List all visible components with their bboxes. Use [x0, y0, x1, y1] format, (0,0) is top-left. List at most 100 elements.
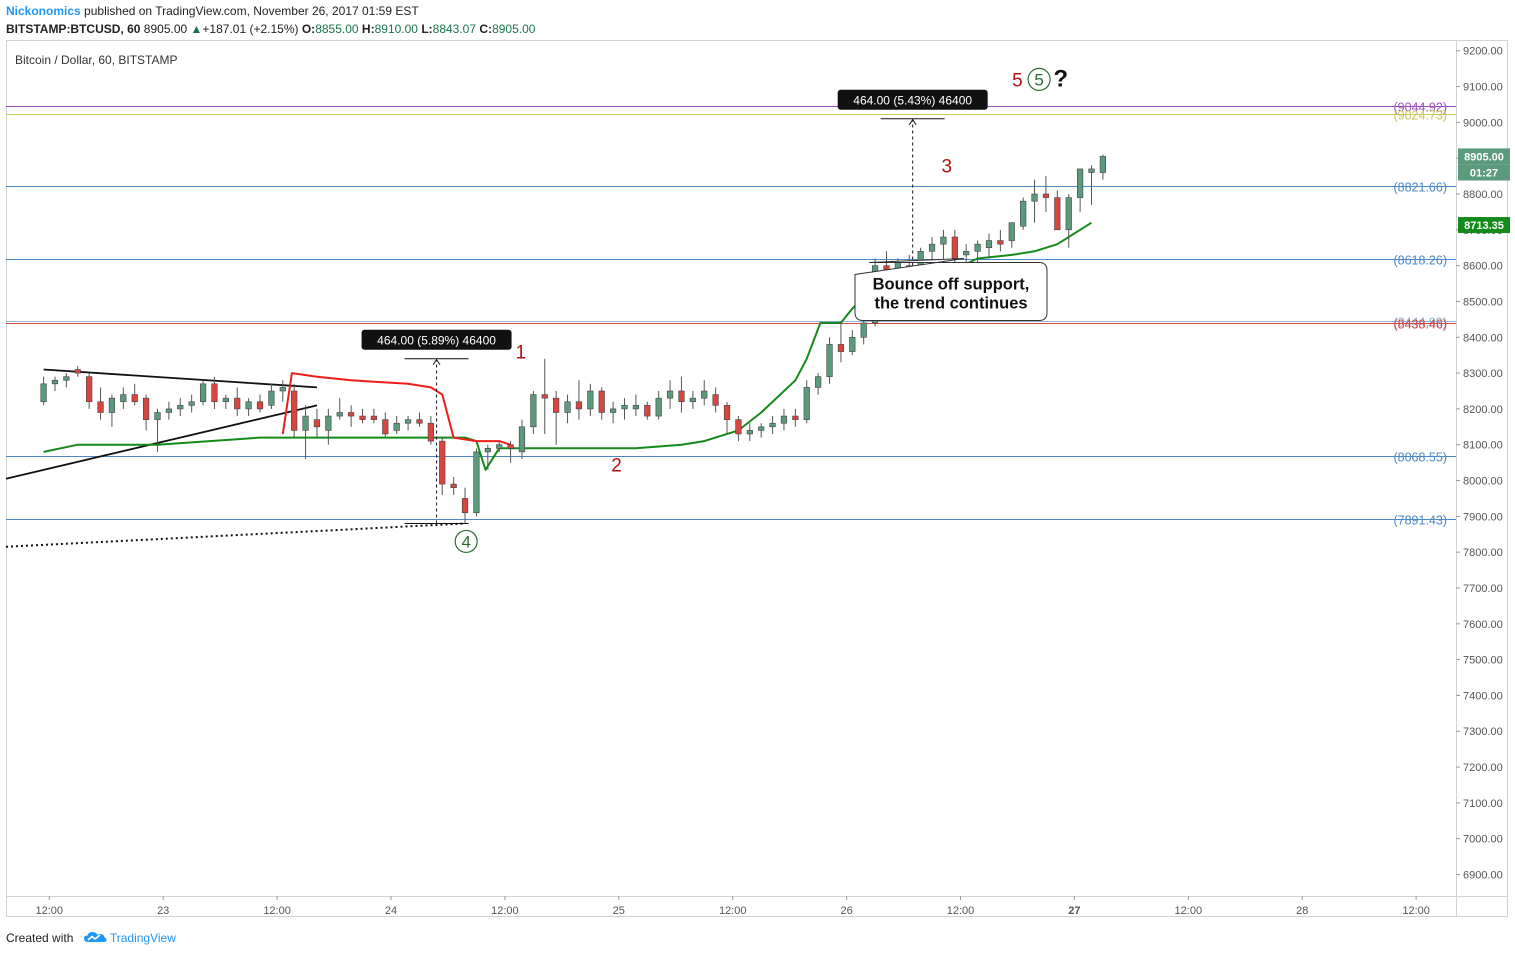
measure-label: 464.00 (5.89%) 46400 — [377, 333, 496, 347]
candle-down — [416, 419, 423, 424]
candle-up — [689, 397, 696, 403]
y-tick-label: 8000.00 — [1463, 476, 1503, 488]
y-tick-label: 9200.00 — [1463, 46, 1503, 58]
candle-down — [1042, 193, 1050, 198]
measure-arrow — [432, 358, 441, 366]
callout-box — [854, 257, 1048, 321]
candle-up — [815, 376, 822, 388]
y-tick-label: 8400.00 — [1463, 332, 1503, 344]
trendline — [5, 404, 318, 480]
candlestick-chart[interactable]: Bitcoin / Dollar, 60, BITSTAMP (9044.92)… — [0, 40, 1515, 920]
candle-up — [1099, 156, 1106, 173]
y-tick-label: 8600.00 — [1463, 261, 1503, 273]
candle-down — [723, 405, 731, 420]
price-tag-label: 8713.35 — [1464, 220, 1504, 232]
x-tick-label: 28 — [1296, 905, 1308, 917]
candle-down — [997, 240, 1004, 245]
footer: Created with TradingView — [6, 930, 176, 945]
y-tick-label: 7000.00 — [1463, 834, 1503, 846]
candle-up — [1088, 168, 1095, 173]
candle-up — [758, 426, 765, 431]
candle-up — [154, 412, 161, 420]
price-tag-bg — [1458, 164, 1510, 181]
candle-down — [86, 376, 93, 403]
x-tick-label: 12:00 — [947, 905, 975, 917]
open-label: O: — [301, 22, 316, 36]
y-tick-label: 9100.00 — [1463, 82, 1503, 94]
candle-down — [291, 390, 298, 431]
resistance-indicator-line — [281, 372, 511, 446]
y-tick-label: 8100.00 — [1463, 440, 1503, 452]
y-tick-label: 7300.00 — [1463, 726, 1503, 738]
candle-down — [553, 397, 560, 413]
candle-down — [439, 440, 446, 485]
high-label: H: — [361, 22, 375, 36]
y-tick-label: 8800.00 — [1463, 189, 1503, 201]
chart-area[interactable]: Bitcoin / Dollar, 60, BITSTAMP (9044.92)… — [0, 40, 1515, 920]
candle-up — [974, 243, 981, 252]
x-tick-label: 12:00 — [491, 905, 519, 917]
candle-down — [598, 390, 605, 413]
y-tick-label: 7500.00 — [1463, 655, 1503, 667]
candle-down — [883, 265, 890, 270]
candle-down — [348, 412, 355, 417]
candle-down — [541, 394, 548, 399]
candle-up — [1077, 168, 1084, 198]
candle-up — [1008, 222, 1015, 241]
symbol-line: BITSTAMP:BTCUSD, 60 8905.00 ▲+187.01 (+2… — [6, 22, 535, 36]
x-tick-label: 25 — [613, 905, 625, 917]
y-tick-label: 8200.00 — [1463, 404, 1503, 416]
candle-up — [928, 243, 936, 252]
wave-label: 1 — [516, 343, 527, 364]
candle-up — [63, 376, 70, 381]
candle-up — [51, 379, 59, 385]
chart-header: Nickonomics published on TradingView.com… — [0, 0, 1515, 44]
candle-down — [74, 369, 81, 374]
level-label: (8438.46) — [1393, 318, 1447, 332]
callout-text-line2: the trend continues — [874, 294, 1027, 312]
symbol-label: BITSTAMP:BTCUSD, 60 — [6, 22, 141, 36]
low-value: 8843.07 — [432, 22, 477, 36]
candle-up — [199, 383, 207, 403]
created-with-text: Created with — [6, 931, 74, 945]
candle-up — [268, 390, 275, 406]
candle-up — [108, 397, 116, 413]
candle-down — [313, 419, 321, 428]
candle-down — [951, 236, 958, 259]
measure-label: 464.00 (5.43%) 46400 — [853, 93, 972, 107]
price-tag-label: 8905.00 — [1464, 151, 1504, 163]
y-tick-label: 7400.00 — [1463, 690, 1503, 702]
candle-down — [461, 498, 469, 514]
candle-up — [404, 419, 412, 424]
candle-down — [575, 401, 583, 410]
y-tick-label: 7600.00 — [1463, 619, 1503, 631]
candle-up — [279, 387, 286, 392]
x-tick-label: 12:00 — [1175, 905, 1203, 917]
candle-up — [165, 408, 172, 413]
candle-up — [860, 322, 867, 338]
candle-up — [120, 394, 127, 403]
wave-label: ? — [1053, 65, 1068, 92]
candle-up — [393, 422, 400, 431]
candle-up — [245, 401, 252, 410]
close-value: 8905.00 — [492, 22, 536, 36]
candle-down — [382, 419, 389, 435]
candle-down — [211, 383, 218, 403]
candle-up — [655, 397, 662, 417]
callout-text-line1: Bounce off support, — [873, 275, 1030, 293]
candle-up — [496, 444, 503, 449]
tradingview-link[interactable]: TradingView — [109, 931, 176, 945]
candle-down — [256, 401, 264, 410]
tradingview-cloud-icon — [83, 932, 107, 942]
candle-up — [963, 251, 970, 256]
y-tick-label: 9000.00 — [1463, 117, 1503, 129]
candle-up — [484, 448, 491, 453]
candle-up — [1065, 197, 1072, 231]
y-tick-label: 7800.00 — [1463, 547, 1503, 559]
author-link[interactable]: Nickonomics — [6, 4, 81, 18]
wave-circle — [454, 529, 478, 554]
candle-up — [769, 422, 776, 428]
wave-label: 3 — [942, 156, 953, 177]
candle-up — [530, 394, 537, 428]
candle-down — [1054, 197, 1061, 231]
